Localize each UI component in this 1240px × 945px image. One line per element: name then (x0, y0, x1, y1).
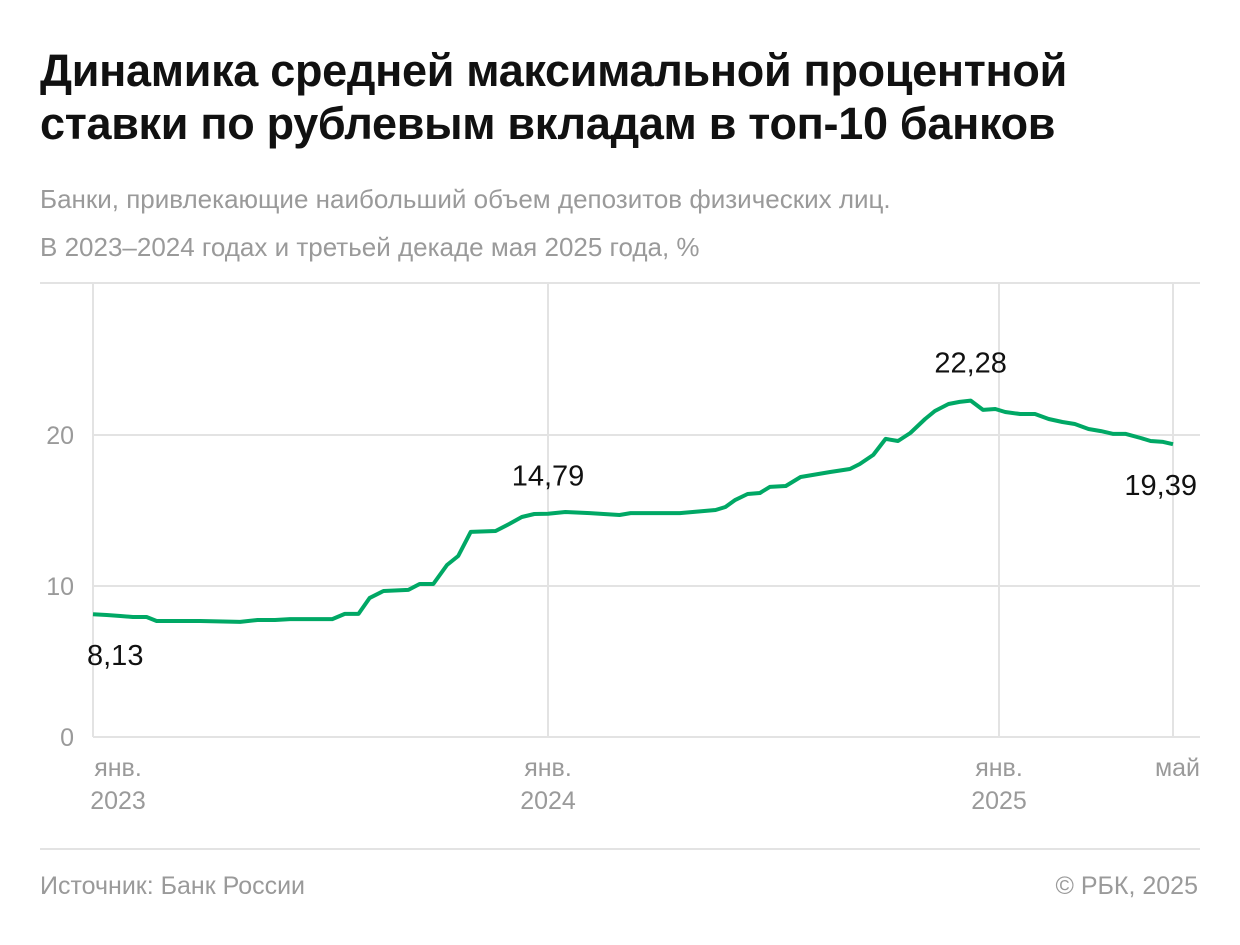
chart-title: Динамика средней максимальной процентной… (40, 45, 1067, 149)
data-label: 14,79 (512, 461, 585, 493)
data-label: 19,39 (1124, 470, 1197, 502)
chart-subtitle: Банки, привлекающие наибольший объем деп… (40, 175, 1210, 271)
subtitle-line-2: В 2023–2024 годах и третьей декаде мая 2… (40, 232, 700, 262)
x-tick-label-year: 2024 (520, 787, 576, 815)
x-tick-label-month: янв. (975, 754, 1023, 782)
data-label: 8,13 (87, 640, 143, 672)
copyright: © РБК, 2025 (1055, 872, 1198, 900)
source-note: Источник: Банк России (40, 872, 306, 900)
y-tick-label: 10 (46, 573, 74, 601)
y-tick-label: 20 (46, 422, 74, 450)
x-tick-label-month: янв. (94, 754, 142, 782)
x-tick-label-year: 2025 (971, 787, 1027, 815)
subtitle-line-1: Банки, привлекающие наибольший объем деп… (40, 184, 891, 214)
x-tick-label-month: май (1155, 754, 1200, 782)
data-label: 22,28 (934, 348, 1007, 380)
y-tick-label: 0 (60, 724, 74, 752)
rate-line (92, 398, 1174, 624)
x-tick-label-year: 2023 (90, 787, 146, 815)
x-tick-label-month: янв. (524, 754, 572, 782)
